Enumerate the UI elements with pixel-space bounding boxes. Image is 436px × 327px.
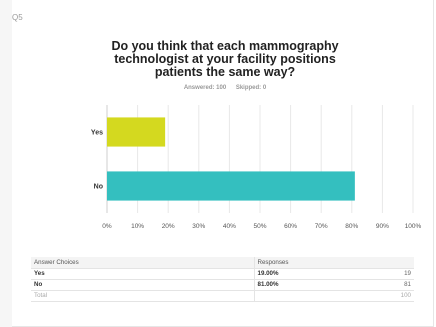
response-stats: Answered: 100 Skipped: 0 [150,85,300,91]
bar-no [107,171,355,201]
header-answer-choices: Answer Choices [31,257,254,269]
results-table: Answer Choices Responses Yes 19.00% 19 N… [31,257,414,302]
x-tick-label: 0% [102,223,112,230]
row-percent: 19.00% [253,268,334,280]
header-count [334,257,414,269]
x-tick-label: 30% [192,223,205,230]
x-tick-label: 20% [162,223,175,230]
chart-title: Do you think that each mammography techn… [111,39,339,79]
total-percent [253,290,334,302]
x-tick-label: 40% [223,223,236,230]
row-count: 19 [334,268,414,280]
header-responses: Responses [253,257,334,269]
table-total-row: Total 100 [31,290,414,302]
table-row: Yes 19.00% 19 [31,268,414,280]
x-tick-label: 100% [405,223,422,230]
skipped-count: Skipped: 0 [235,85,267,91]
category-label: No [94,184,103,191]
x-tick-label: 10% [131,223,144,230]
question-number: Q5 [12,13,23,22]
x-tick-label: 80% [345,223,358,230]
bar-yes [107,117,166,147]
row-choice: No [31,279,254,291]
total-label: Total [31,290,254,302]
table-header-row: Answer Choices Responses [31,257,414,269]
table-row: No 81.00% 81 [31,279,414,291]
x-tick-label: 50% [253,223,266,230]
answered-count: Answered: 100 [183,85,227,91]
bar-chart: 0% 10% 20% 30% 40% 50% 60% 70% 80% 90% 100% Yes No [91,105,422,230]
total-count: 100 [334,290,414,302]
category-label: Yes [91,130,103,137]
x-tick-label: 70% [315,223,328,230]
x-tick-label: 90% [376,223,389,230]
row-count: 81 [334,279,414,291]
x-tick-label: 60% [284,223,297,230]
row-percent: 81.00% [253,279,334,291]
row-choice: Yes [31,268,254,280]
